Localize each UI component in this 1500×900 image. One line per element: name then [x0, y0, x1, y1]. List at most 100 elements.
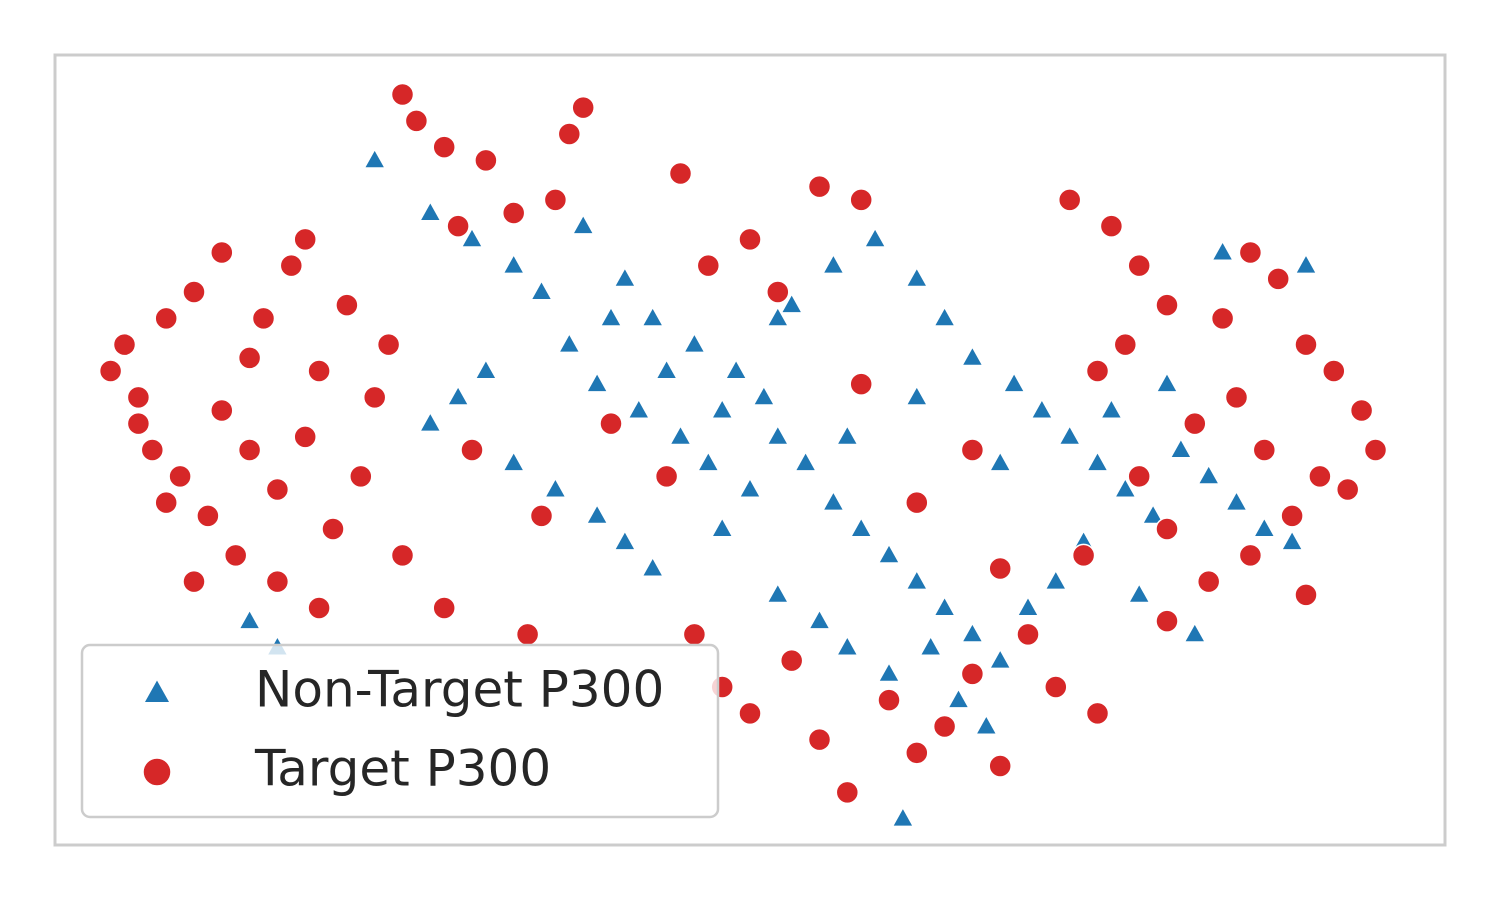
triangle-marker: [362, 147, 387, 169]
triangle-marker: [474, 358, 498, 380]
triangle-marker: [1280, 529, 1304, 551]
circle-marker: [168, 464, 192, 489]
circle-marker: [1071, 543, 1096, 568]
triangle-marker: [1196, 463, 1221, 485]
circle-marker: [140, 438, 165, 462]
circle-marker: [849, 188, 873, 212]
triangle-marker: [585, 371, 609, 393]
circle-marker: [349, 464, 373, 489]
triangle-marker: [1099, 397, 1124, 419]
circle-marker: [1057, 188, 1082, 212]
triangle-marker: [766, 424, 790, 446]
circle-marker: [988, 754, 1012, 778]
circle-marker: [807, 174, 832, 199]
triangle-marker: [974, 713, 999, 735]
triangle-marker: [529, 279, 554, 301]
triangle-marker: [696, 450, 721, 472]
triangle-marker: [613, 266, 637, 288]
triangle-marker: [571, 213, 595, 235]
circle-marker: [335, 293, 359, 317]
triangle-marker: [557, 332, 582, 354]
triangle-marker: [418, 411, 443, 433]
circle-marker: [404, 109, 429, 133]
triangle-marker: [1141, 503, 1165, 525]
circle-marker: [807, 727, 832, 752]
triangle-marker: [1085, 450, 1110, 472]
triangle-marker: [932, 595, 957, 617]
circle-marker: [293, 227, 317, 252]
legend-label: Target P300: [254, 740, 551, 798]
circle-marker: [1183, 411, 1207, 436]
triangle-marker: [752, 384, 776, 406]
circle-marker: [1238, 543, 1263, 568]
circle-marker: [835, 780, 860, 805]
circle-marker: [210, 398, 234, 423]
triangle-marker: [835, 424, 860, 446]
circle-marker: [142, 757, 172, 787]
triangle-marker: [627, 397, 651, 419]
circle-marker: [905, 490, 929, 515]
circle-marker: [126, 411, 151, 436]
circle-marker: [237, 438, 262, 462]
triangle-marker: [460, 226, 484, 248]
triangle-marker: [821, 253, 846, 275]
circle-marker: [460, 438, 484, 462]
triangle-marker: [585, 503, 609, 525]
triangle-marker: [446, 384, 470, 406]
circle-marker: [112, 332, 137, 357]
circle-marker: [905, 741, 929, 765]
circle-marker: [390, 543, 415, 568]
circle-marker: [515, 622, 540, 647]
circle-marker: [321, 517, 345, 541]
circle-marker: [1294, 583, 1318, 607]
circle-marker: [1085, 701, 1110, 726]
triangle-marker: [766, 305, 790, 327]
circle-marker: [182, 569, 206, 594]
circle-marker: [432, 596, 456, 620]
circle-marker: [543, 188, 568, 212]
triangle-marker: [1127, 582, 1151, 604]
circle-marker: [682, 622, 707, 647]
circle-marker: [696, 253, 721, 278]
triangle-marker: [501, 450, 526, 472]
circle-marker: [1308, 464, 1332, 489]
circle-marker: [1322, 359, 1346, 383]
triangle-marker: [418, 200, 443, 222]
circle-marker: [529, 504, 554, 528]
circle-marker: [654, 464, 679, 489]
circle-marker: [265, 569, 290, 594]
triangle-marker: [599, 305, 623, 327]
circle-marker: [1238, 240, 1263, 265]
triangle-marker: [877, 542, 901, 564]
circle-marker: [960, 438, 985, 462]
triangle-marker: [710, 397, 734, 419]
circle-marker: [154, 490, 178, 515]
circle-marker: [1349, 398, 1374, 423]
triangle-marker: [988, 450, 1012, 472]
circle-marker: [1210, 306, 1235, 331]
circle-marker: [154, 306, 178, 331]
circle-marker: [446, 214, 470, 238]
triangle-marker: [1044, 569, 1068, 591]
triangle-marker: [640, 305, 665, 327]
triangle-marker: [766, 582, 790, 604]
circle-marker: [1085, 359, 1110, 383]
triangle-marker: [905, 569, 929, 591]
triangle-marker: [1169, 437, 1193, 459]
circle-marker: [738, 701, 762, 726]
circle-marker: [779, 648, 804, 673]
triangle-marker: [1057, 424, 1082, 446]
triangle-marker: [849, 516, 873, 538]
triangle-marker: [835, 634, 860, 656]
triangle-marker: [1294, 253, 1318, 275]
circle-marker: [390, 82, 415, 107]
circle-marker: [599, 411, 623, 436]
circle-marker: [1363, 438, 1388, 462]
triangle-marker: [1016, 595, 1040, 617]
triangle-marker: [1113, 476, 1138, 498]
legend: Non-Target P300 Target P300: [142, 661, 664, 798]
circle-marker: [307, 359, 331, 383]
triangle-marker: [501, 253, 526, 275]
circle-marker: [1099, 214, 1124, 238]
